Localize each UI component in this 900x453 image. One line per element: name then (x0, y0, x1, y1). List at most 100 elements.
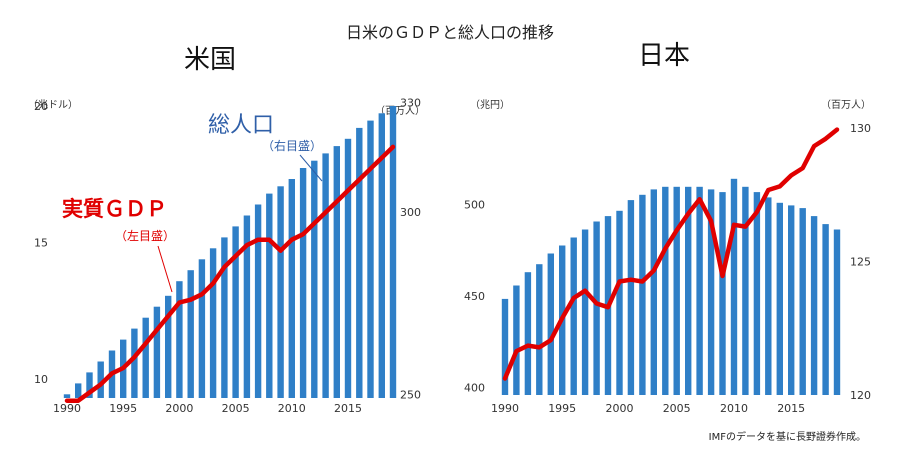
jp-left-tick-label: 450 (464, 290, 485, 303)
jp-population-bar-1994 (547, 253, 554, 395)
us-left-tick-label: 15 (34, 236, 48, 249)
us-population-bar-2008 (266, 193, 273, 398)
jp-population-bar-2005 (673, 186, 680, 395)
jp-population-bar-2002 (639, 194, 646, 395)
us-right-axis-unit: （百万人） (375, 105, 425, 117)
jp-population-bar-2011 (742, 186, 749, 395)
jp-population-bar-1992 (524, 272, 532, 395)
jp-population-bar-2010 (730, 178, 738, 395)
us-right-tick-label: 300 (400, 206, 421, 219)
us-x-tick-label: 1990 (53, 402, 81, 415)
jp-population-bar-1990 (501, 298, 509, 395)
us-gdp-axis-note: （左目盛） (115, 228, 175, 243)
jp-population-bar-2012 (753, 192, 761, 395)
us-population-bar-2010 (288, 179, 295, 398)
jp-population-bar-1998 (593, 221, 600, 395)
us-population-bar-2019 (389, 106, 397, 398)
us-population-bar-2017 (367, 120, 374, 398)
us-population-bar-2015 (344, 138, 352, 399)
jp-population-bar-1993 (536, 264, 543, 395)
us-population-bar-1996 (131, 328, 138, 398)
jp-population-bar-2004 (662, 186, 669, 395)
jp-population-bar-2016 (799, 208, 806, 395)
jp-population-bar-2019 (833, 229, 841, 395)
us-population-bar-1991 (75, 383, 82, 398)
jp-population-bar-2007 (696, 186, 703, 395)
us-gdp-callout-line (157, 245, 173, 293)
us-population-bar-2005 (232, 226, 239, 398)
jp-x-tick-label: 2000 (606, 402, 634, 415)
us-population-bar-2018 (378, 113, 385, 399)
jp-population-bar-2017 (810, 216, 818, 395)
us-x-tick-label: 1995 (109, 402, 137, 415)
us-left-tick-label: 10 (34, 373, 48, 386)
jp-left-tick-label: 500 (464, 199, 485, 212)
us-population-bar-2016 (356, 127, 363, 399)
us-population-bars (63, 106, 397, 399)
jp-right-tick-label: 120 (850, 389, 871, 402)
jp-x-tick-label: 1990 (491, 402, 519, 415)
jp-population-bar-2018 (822, 224, 829, 395)
us-population-bar-2002 (198, 259, 206, 398)
us-panel: 米国 （兆ドル） （百万人） 10 15 20 250 300 330 1990 1995 20… (28, 45, 425, 415)
japan-gdp-line (502, 127, 840, 381)
japan-right-axis-unit: （百万人） (821, 99, 871, 111)
us-population-bar-1990 (63, 394, 71, 398)
jp-population-bar-2015 (788, 205, 795, 395)
us-gdp-line (64, 144, 396, 403)
japan-panel-title: 日本 (638, 41, 690, 71)
jp-population-bar-1991 (513, 285, 520, 395)
jp-population-bar-1996 (570, 237, 577, 395)
japan-axis-ticks: 400 450 500 120 125 130 1990 1995 2000 2005 2010 20… (464, 122, 871, 415)
jp-right-tick-label: 130 (850, 122, 871, 135)
jp-x-tick-label: 1995 (548, 402, 576, 415)
jp-population-bar-1997 (581, 229, 589, 395)
us-population-bar-2011 (299, 168, 307, 398)
us-population-bar-2009 (277, 186, 284, 398)
us-panel-title: 米国 (184, 45, 236, 75)
us-population-bar-1997 (142, 317, 149, 398)
us-population-bar-2000 (176, 281, 183, 398)
jp-population-bar-2001 (627, 200, 635, 395)
us-axis-ticks: 10 15 20 250 300 330 1990 1995 2000 2005 2010 2015 (34, 96, 421, 415)
jp-population-bar-2006 (685, 186, 692, 395)
us-population-bar-2014 (333, 146, 340, 398)
us-population-bar-2004 (221, 237, 228, 398)
us-x-tick-label: 2015 (334, 402, 362, 415)
jp-left-tick-label: 400 (464, 382, 485, 395)
us-population-bar-1999 (165, 295, 172, 398)
us-population-bar-2003 (209, 248, 217, 398)
us-x-tick-label: 2005 (222, 402, 250, 415)
us-population-axis-note: （右目盛） (262, 138, 322, 153)
us-right-tick-label: 330 (400, 96, 421, 109)
us-left-tick-label: 20 (34, 100, 48, 113)
us-population-callout-line (299, 154, 323, 182)
jp-right-tick-label: 125 (850, 256, 871, 269)
us-population-series-label: 総人口 (208, 113, 274, 138)
source-note: IMFのデータを基に長野證券作成。 (709, 430, 866, 443)
us-x-tick-label: 2000 (165, 402, 193, 415)
us-population-bar-1993 (97, 361, 104, 398)
jp-population-bar-2008 (707, 189, 715, 395)
japan-population-bars (501, 178, 841, 395)
us-x-tick-label: 2010 (278, 402, 306, 415)
jp-x-tick-label: 2010 (720, 402, 748, 415)
jp-x-tick-label: 2005 (663, 402, 691, 415)
us-population-bar-1992 (86, 372, 93, 398)
jp-population-bar-2014 (776, 202, 783, 395)
us-population-bar-2012 (311, 160, 318, 398)
jp-population-bar-2000 (616, 210, 623, 395)
jp-population-bar-2009 (719, 192, 726, 395)
jp-population-bar-2003 (650, 189, 657, 395)
japan-left-axis-unit: （兆円） (470, 99, 510, 111)
us-left-axis-unit: （兆ドル） (28, 99, 78, 111)
us-gdp-series-label: 実質ＧＤＰ (62, 197, 167, 221)
jp-x-tick-label: 2015 (777, 402, 805, 415)
us-population-bar-2013 (322, 153, 329, 398)
us-population-bar-2007 (254, 204, 262, 398)
us-right-tick-label: 250 (400, 388, 421, 401)
us-population-bar-2001 (187, 270, 194, 398)
jp-population-bar-2013 (765, 197, 772, 395)
japan-panel: 日本 （兆円） （百万人） 400 450 500 120 125 130 1990 1995… (464, 41, 871, 415)
